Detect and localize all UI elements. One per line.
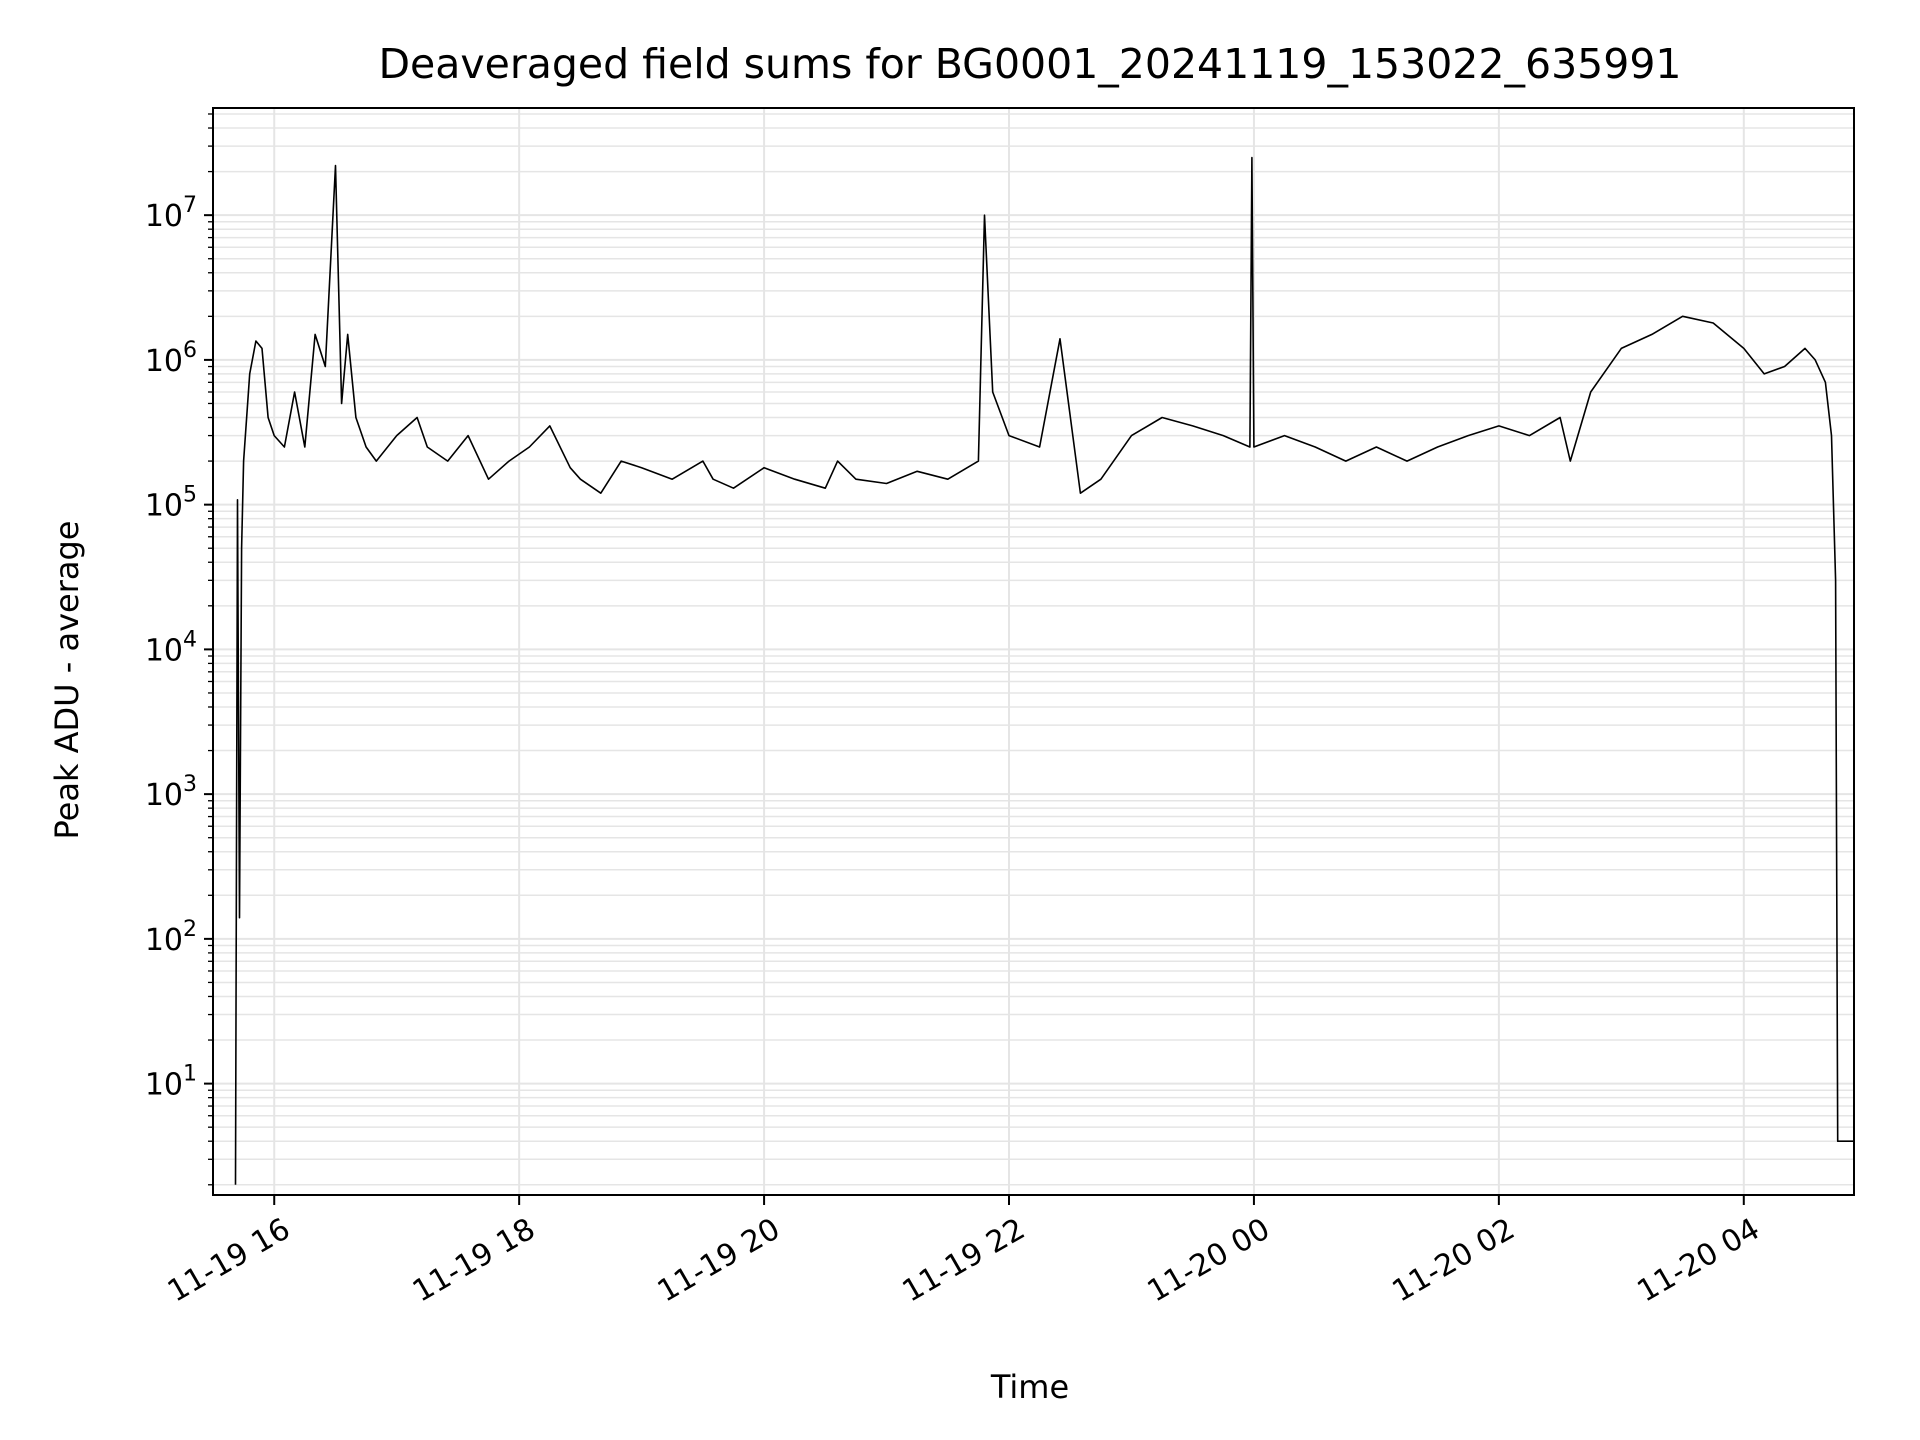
y-tick-label: 106 [145,338,197,379]
series-layer [234,156,1854,1185]
y-tick-exponent: 7 [183,193,197,218]
y-tick-exponent: 5 [183,483,197,508]
series-line [234,156,1854,1185]
y-tick-base: 10 [145,199,183,234]
y-tick-base: 10 [145,923,183,958]
y-tick-label: 101 [145,1062,197,1103]
y-tick-base: 10 [145,778,183,813]
y-tick-base: 10 [145,633,183,668]
y-tick-exponent: 4 [183,627,197,652]
y-tick-base: 10 [145,1068,183,1103]
x-axis-label: Time [990,1368,1069,1406]
y-tick-exponent: 1 [183,1062,197,1087]
y-tick-exponent: 2 [183,917,197,942]
y-tick-base: 10 [145,489,183,524]
y-tick-label: 107 [145,193,197,234]
y-axis-label: Peak ADU - average [48,521,86,840]
grid [213,108,1854,1195]
chart-title: Deaveraged field sums for BG0001_2024111… [378,40,1681,88]
y-tick-exponent: 3 [183,772,197,797]
y-tick-base: 10 [145,344,183,379]
plot-frame [212,107,1855,1196]
y-tick-label: 102 [145,917,197,958]
y-tick-label: 103 [145,772,197,813]
y-tick-label: 104 [145,627,197,668]
y-tick-exponent: 6 [183,338,197,363]
y-tick-label: 105 [145,483,197,524]
